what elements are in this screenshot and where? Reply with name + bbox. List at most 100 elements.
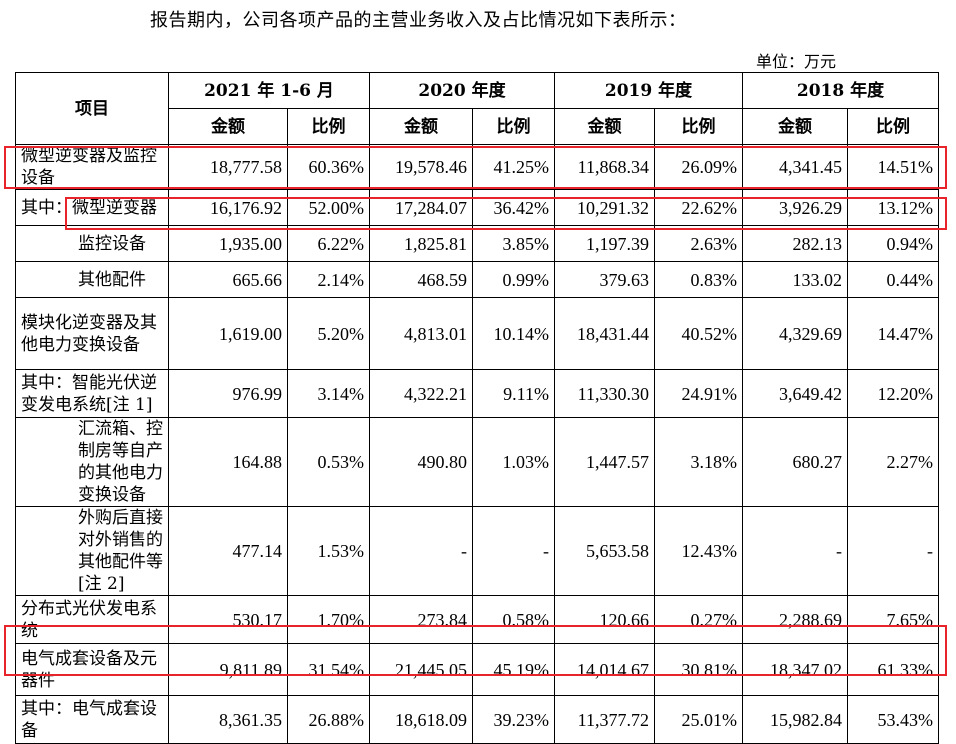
amount-cell: 11,868.34 <box>554 144 655 190</box>
amount-cell: 14,014.67 <box>554 643 655 696</box>
ratio-cell: 2.14% <box>287 261 370 298</box>
amount-cell: 11,377.72 <box>554 695 655 744</box>
ratio-cell: 0.53% <box>287 417 370 507</box>
amount-cell: 1,197.39 <box>554 225 655 262</box>
table-row: 外购后直接对外销售的其他配件等[注 2] 477.14 1.53% - -5,653.5… <box>15 506 939 596</box>
ratio-cell: 9.11% <box>472 369 555 418</box>
header-amount: 金额 <box>168 108 288 145</box>
row-label-text: 微型逆变器及监控设备 <box>21 146 157 188</box>
amount-cell: - <box>369 506 473 596</box>
header-amount: 金额 <box>742 108 848 145</box>
ratio-cell: 24.91% <box>654 369 743 418</box>
row-label-text: 外购后直接对外销售的其他配件等[注 2] <box>78 508 163 594</box>
amount-cell: 282.13 <box>742 225 848 262</box>
ratio-cell: 1.53% <box>287 506 370 596</box>
row-label: 模块化逆变器及其他电力变换设备 <box>15 297 169 370</box>
amount-cell: 1,935.00 <box>168 225 288 262</box>
row-label-text: 电气成套设备及元器件 <box>21 648 157 691</box>
unit-label: 单位：万元 <box>756 52 837 71</box>
amount-cell: 16,176.92 <box>168 189 288 226</box>
amount-cell: 17,284.07 <box>369 189 473 226</box>
row-label-text: 其他配件 <box>78 269 146 290</box>
row-label: 电气成套设备及元器件 <box>15 643 169 696</box>
row-label-text: 微型逆变器 <box>72 197 157 218</box>
revenue-table: 项目 2021 年 1-6 月 2020 年度 2019 年度 2018 年度 … <box>15 72 939 744</box>
header-ratio: 比例 <box>654 108 743 145</box>
amount-cell: 680.27 <box>742 417 848 507</box>
ratio-cell: 30.81% <box>654 643 743 696</box>
row-label: 外购后直接对外销售的其他配件等[注 2] <box>15 506 169 596</box>
ratio-cell: 53.43% <box>847 695 939 744</box>
ratio-cell: 12.43% <box>654 506 743 596</box>
intro-text: 报告期内，公司各项产品的主营业务收入及占比情况如下表所示： <box>150 10 687 31</box>
amount-cell: 10,291.32 <box>554 189 655 226</box>
header-row-metrics: 金额 比例 金额 比例 金额 比例 金额 比例 <box>16 108 939 145</box>
header-amount: 金额 <box>554 108 655 145</box>
ratio-cell: 3.18% <box>654 417 743 507</box>
header-period-2019: 2019 年度 <box>554 72 743 109</box>
header-amount: 金额 <box>369 108 473 145</box>
amount-cell: 468.59 <box>369 261 473 298</box>
amount-cell: 4,329.69 <box>742 297 848 370</box>
amount-cell: 490.80 <box>369 417 473 507</box>
header-period-2020: 2020 年度 <box>369 72 555 109</box>
header-row-periods: 项目 2021 年 1-6 月 2020 年度 2019 年度 2018 年度 <box>15 72 939 145</box>
header-period-2021h1: 2021 年 1-6 月 <box>168 72 370 109</box>
ratio-cell: 31.54% <box>287 643 370 696</box>
amount-cell: 11,330.30 <box>554 369 655 418</box>
amount-cell: 4,341.45 <box>742 144 848 190</box>
amount-cell: 4,813.01 <box>369 297 473 370</box>
row-label-text: 其中：智能光伏逆变发电系统[注 1] <box>21 372 157 415</box>
amount-cell: 273.84 <box>369 595 473 644</box>
row-label: 其他配件 <box>15 261 169 298</box>
ratio-cell: 10.14% <box>472 297 555 370</box>
table-row: 微型逆变器及监控设备 18,777.58 60.36% 19,578.46 41.25%… <box>15 144 939 190</box>
amount-cell: 133.02 <box>742 261 848 298</box>
amount-cell: 15,982.84 <box>742 695 848 744</box>
ratio-cell: 61.33% <box>847 643 939 696</box>
ratio-cell: 14.51% <box>847 144 939 190</box>
amount-cell: 18,618.09 <box>369 695 473 744</box>
ratio-cell: 25.01% <box>654 695 743 744</box>
ratio-cell: 0.44% <box>847 261 939 298</box>
ratio-cell: 26.09% <box>654 144 743 190</box>
amount-cell: 9,811.89 <box>168 643 288 696</box>
table-row: 其中：电气成套设备 8,361.35 26.88% 18,618.09 39.23% 11… <box>15 695 939 744</box>
amount-cell: 1,619.00 <box>168 297 288 370</box>
amount-cell: 3,649.42 <box>742 369 848 418</box>
row-label-text: 监控设备 <box>78 233 146 254</box>
amount-cell: 18,431.44 <box>554 297 655 370</box>
ratio-cell: 1.70% <box>287 595 370 644</box>
ratio-cell: 52.00% <box>287 189 370 226</box>
table-row: 汇流箱、控制房等自产的其他电力变换设备 164.88 0.53% 490.80 1.03… <box>15 417 939 507</box>
row-label: 其中：智能光伏逆变发电系统[注 1] <box>15 369 169 418</box>
ratio-cell: - <box>472 506 555 596</box>
header-ratio: 比例 <box>472 108 555 145</box>
table-row: 监控设备 1,935.00 6.22% 1,825.81 3.85% 1,197.39 2.… <box>15 225 939 262</box>
amount-cell: 976.99 <box>168 369 288 418</box>
ratio-cell: 6.22% <box>287 225 370 262</box>
row-label-text: 其中：电气成套设备 <box>21 698 157 741</box>
amount-cell: 18,777.58 <box>168 144 288 190</box>
amount-cell: 120.66 <box>554 595 655 644</box>
amount-cell: 5,653.58 <box>554 506 655 596</box>
ratio-cell: 7.65% <box>847 595 939 644</box>
amount-cell: 1,825.81 <box>369 225 473 262</box>
amount-cell: 4,322.21 <box>369 369 473 418</box>
row-label: 其中：微型逆变器 <box>15 189 169 226</box>
ratio-cell: 0.58% <box>472 595 555 644</box>
amount-cell: 477.14 <box>168 506 288 596</box>
ratio-cell: 12.20% <box>847 369 939 418</box>
ratio-cell: 0.83% <box>654 261 743 298</box>
header-item: 项目 <box>15 72 169 145</box>
ratio-cell: 26.88% <box>287 695 370 744</box>
ratio-cell: 0.27% <box>654 595 743 644</box>
row-label-text: 模块化逆变器及其他电力变换设备 <box>21 312 157 355</box>
amount-cell: 665.66 <box>168 261 288 298</box>
amount-cell: - <box>742 506 848 596</box>
header-period-2018: 2018 年度 <box>742 72 939 109</box>
ratio-cell: - <box>847 506 939 596</box>
ratio-cell: 13.12% <box>847 189 939 226</box>
ratio-cell: 40.52% <box>654 297 743 370</box>
table-row: 电气成套设备及元器件 9,811.89 31.54% 21,445.05 45.19% 1… <box>15 643 939 696</box>
